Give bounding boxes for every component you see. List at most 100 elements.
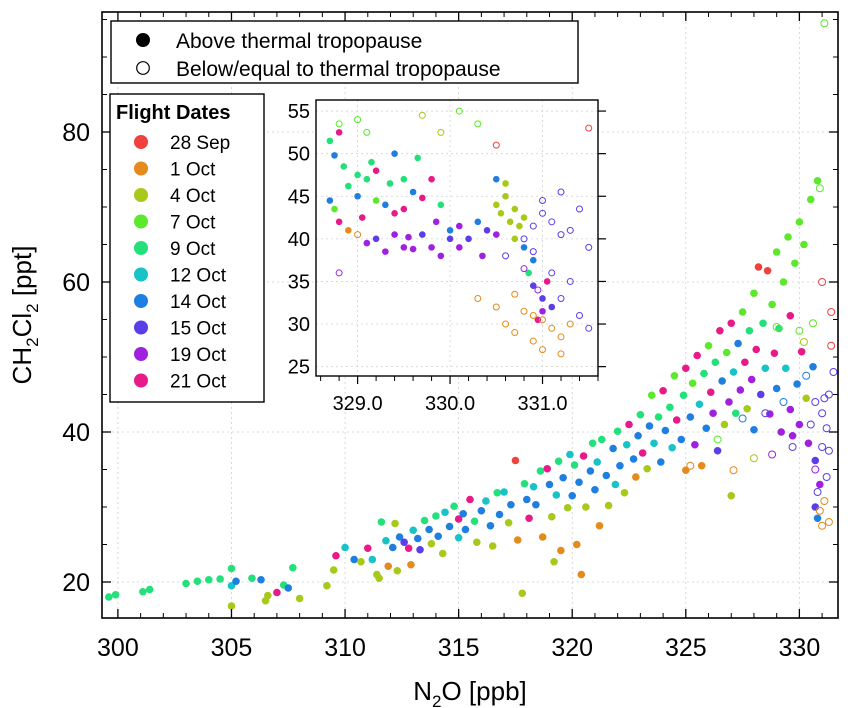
data-point-above [629,455,638,463]
data-point-above [441,508,449,517]
y-tick-label: 60 [62,269,90,297]
data-point-above [813,514,822,523]
data-point-above [511,456,520,465]
data-point-below [772,323,781,331]
data-point-above [697,461,706,470]
marker-legend: Above thermal tropopause Below/equal to … [110,20,579,84]
inset-point-above [391,231,398,238]
inset-point-above [529,282,537,290]
data-point-above [634,431,642,440]
data-point-above [568,491,577,500]
inset-point-above [345,182,352,190]
flight-dates-legend: Flight Dates 28 Sep 1 Oct 4 Oct 7 Oct 9 Oct 1… [109,93,265,403]
legend-swatch [134,267,148,282]
data-point-above [545,480,554,489]
inset-point-above [363,239,371,247]
legend-swatch [134,161,148,176]
data-point-above [273,588,281,597]
inset-point-above [474,218,482,226]
data-point-above [575,478,583,487]
data-point-above [395,533,404,541]
legend-swatch [134,188,148,202]
data-point-above [445,522,454,531]
inset-y-tick-label: 40 [288,229,310,251]
inset-point-below [502,252,510,260]
data-point-above [227,602,236,610]
data-point-above [182,579,190,588]
data-point-above [289,563,297,572]
inset-point-below [492,303,500,311]
inset-point-below [548,324,556,332]
data-point-above [804,439,813,448]
flight-legend-title: Flight Dates [116,102,230,124]
legend-swatch [134,214,148,229]
inset-point-above [372,235,380,243]
plot-frame [101,11,839,619]
data-point-above [536,467,545,475]
y-tick-label: 20 [62,569,90,597]
data-point-above [538,533,547,541]
data-point-above [688,379,697,388]
data-point-above [643,464,651,473]
inset-point-below [529,337,537,345]
inset-point-above [391,209,398,217]
data-point-above [363,544,372,553]
marker-legend-above-label: Above thermal tropopause [176,30,422,53]
data-point-below [815,184,824,193]
inset-point-below [566,277,574,285]
inset-point-below [474,120,482,128]
data-point-above [704,341,713,350]
legend-swatch [134,347,148,361]
data-point-below [820,19,829,28]
inset-point-above [539,307,546,315]
inset-point-above [520,214,528,221]
data-point-above [756,390,765,399]
y-axis-title-part: Cl [7,313,37,338]
data-point-above [616,461,624,470]
data-point-below [788,443,797,451]
data-point-above [520,479,529,488]
inset-point-above [428,244,435,251]
data-point-below [820,394,829,403]
data-point-above [227,564,236,573]
y-axis-title-part: CH [7,347,37,385]
inset-point-above [511,235,519,243]
data-point-above [781,364,790,373]
data-point-above [779,278,788,286]
legend-label: 9 Oct [170,239,216,260]
inset-point-below [492,141,500,149]
data-point-above [434,532,442,541]
data-point-above [677,435,686,444]
data-point-above [425,525,433,534]
inset-point-above [419,231,426,238]
data-point-below [806,420,815,429]
inset-x-tick-label: 331.0 [517,393,567,415]
legend-swatch [134,294,148,308]
data-point-above [738,308,747,316]
data-point-above [550,557,558,566]
data-point-below [761,409,770,418]
inset-point-below [354,116,362,124]
data-point-below [713,435,722,444]
data-point-above [493,488,502,497]
legend-swatch [134,373,148,388]
inset-point-above [354,192,361,200]
inset-point-above [335,129,343,136]
inset-point-above [358,214,366,221]
data-point-above [791,259,799,268]
inset-point-below [539,346,547,354]
inset-point-above [331,152,338,159]
inset-point-below [557,350,565,358]
inset-point-below [539,316,547,324]
data-point-below [802,371,811,380]
inset-point-below [566,320,574,328]
data-point-above [645,422,654,430]
inset-point-above [386,180,394,187]
inset-points-layer [326,107,593,358]
data-point-below [818,443,827,451]
data-point-above [795,420,804,429]
data-point-above [413,534,422,543]
inset-point-above [372,197,380,204]
data-point-below [820,497,829,505]
